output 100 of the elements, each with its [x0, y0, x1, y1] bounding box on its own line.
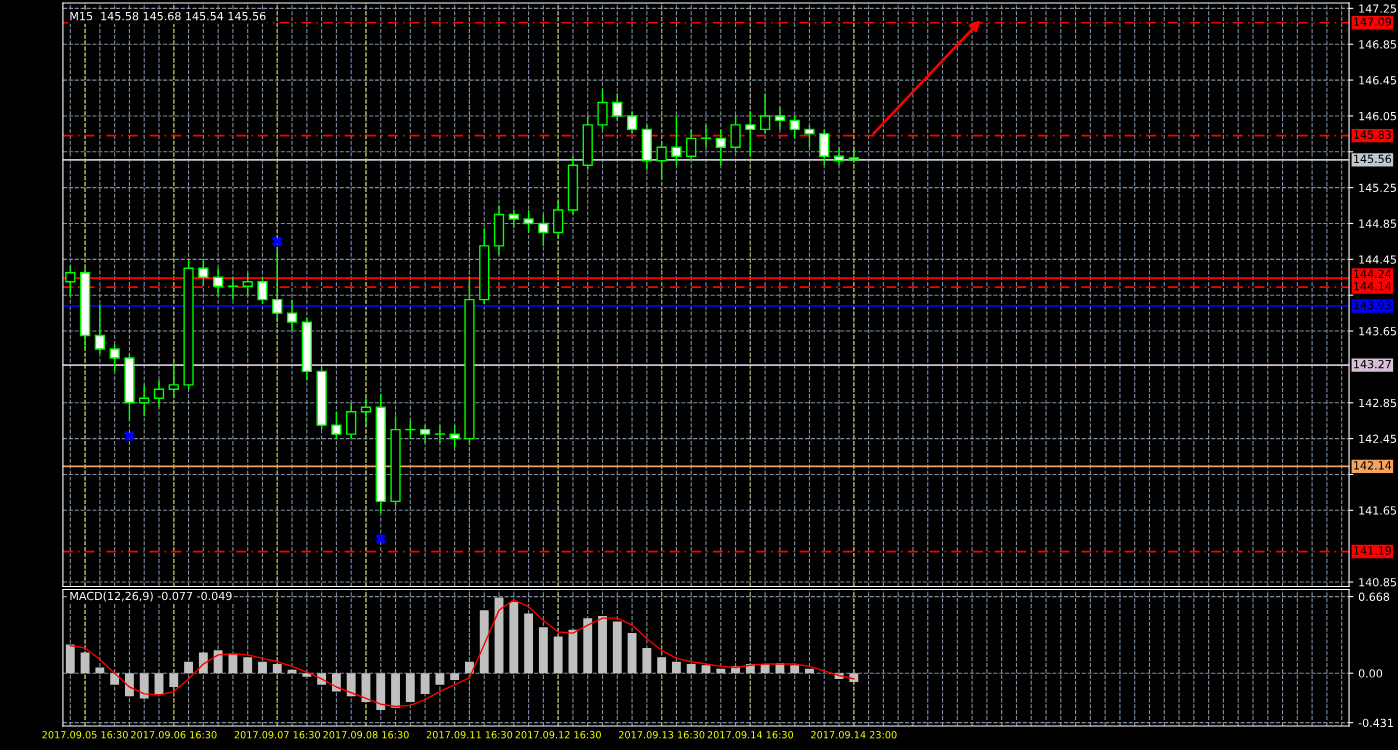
candlestick	[523, 209, 534, 234]
bar	[405, 673, 415, 702]
bar	[169, 673, 179, 687]
ref-line-label: 145.56	[1354, 154, 1392, 164]
candlestick	[65, 264, 76, 296]
candlestick	[419, 424, 431, 444]
y-tick-label: 0.00	[1358, 669, 1383, 678]
bar	[272, 664, 282, 674]
x-tick-label: 2017.09.14 16:30	[707, 731, 794, 739]
y-tick-label: 146.85	[1359, 40, 1397, 49]
bar	[331, 673, 341, 692]
bar	[198, 652, 208, 674]
candlestick	[198, 258, 209, 287]
y-tick-label: 144.85	[1359, 219, 1397, 228]
candlestick	[730, 115, 741, 153]
x-tick-label: 2017.09.12 16:30	[515, 731, 601, 739]
chart-title: MACD(12,26,9) -0.077 -0.049	[70, 591, 232, 602]
ref-line-label: 141.19	[1354, 546, 1392, 555]
x-tick-label: 2017.09.08 16:30	[323, 731, 409, 739]
bar	[686, 664, 696, 674]
ref-line-label: 145.83	[1354, 130, 1391, 139]
candlestick	[168, 361, 179, 399]
y-tick-label: 143.65	[1359, 327, 1397, 336]
bar	[642, 648, 652, 674]
candlestick	[819, 128, 830, 166]
candlestick	[286, 298, 298, 332]
bar	[598, 615, 607, 674]
bar	[524, 613, 534, 674]
bar	[391, 673, 400, 708]
bar	[612, 621, 622, 674]
bar	[479, 610, 489, 674]
candlestick	[759, 92, 771, 135]
candlestick	[331, 411, 342, 440]
bar	[583, 618, 593, 674]
bar	[213, 650, 223, 674]
candlestick	[272, 249, 283, 323]
ref-line-label: 143.27	[1354, 359, 1391, 369]
bar	[538, 627, 548, 674]
x-tick-label: 2017.09.06 16:30	[131, 731, 217, 739]
bar	[80, 652, 90, 674]
y-tick-label: 142.45	[1359, 434, 1397, 443]
bar	[790, 665, 800, 674]
candlestick	[656, 142, 667, 180]
candlestick	[434, 424, 446, 444]
bar	[671, 661, 681, 674]
bar	[125, 673, 134, 697]
point	[124, 430, 135, 442]
bar	[420, 673, 430, 694]
y-tick-label: 146.45	[1359, 76, 1397, 85]
bar	[376, 673, 386, 710]
candlestick	[597, 88, 608, 131]
candlestick	[449, 424, 460, 449]
y-tick-label: 141.65	[1359, 506, 1397, 515]
candlestick	[346, 402, 357, 440]
ref-line-label: 142.14	[1354, 461, 1392, 470]
candlestick	[626, 110, 638, 135]
y-tick-label: 0.668	[1358, 592, 1390, 601]
candlestick	[671, 115, 682, 166]
x-tick-label: 2017.09.11 16:30	[426, 731, 513, 739]
text: M15 145.58 145.68 145.54 145.56	[70, 11, 266, 21]
bar	[450, 673, 460, 681]
candlestick	[227, 276, 239, 301]
x-tick-label: 2017.09.13 16:30	[618, 731, 705, 739]
bar	[346, 673, 356, 697]
bar	[110, 673, 120, 685]
candlestick	[538, 213, 549, 247]
bar	[243, 657, 253, 674]
candlestick	[553, 200, 564, 238]
y-tick-label: 140.85	[1359, 577, 1397, 587]
candlestick	[715, 128, 726, 166]
candlestick	[213, 267, 224, 296]
bar	[627, 633, 637, 674]
x-tick-label: 2017.09.05 16:30	[42, 731, 128, 739]
y-tick-label: 147.25	[1359, 4, 1397, 13]
point	[271, 236, 283, 247]
y-tick-label: 142.85	[1359, 398, 1397, 408]
candlestick	[686, 128, 697, 162]
bar	[553, 636, 563, 674]
point	[375, 533, 387, 545]
candlestick	[804, 124, 815, 149]
candlestick	[153, 379, 165, 408]
y-tick-label: 146.05	[1359, 111, 1397, 121]
x-tick-label: 2017.09.14 23:00	[811, 731, 897, 739]
candlestick	[94, 303, 105, 355]
bar	[154, 673, 164, 694]
candlestick	[789, 115, 800, 140]
candlestick	[848, 148, 859, 163]
ref-line-label: 147.09	[1354, 17, 1392, 26]
ref-line-label: 144.14	[1354, 282, 1392, 291]
bar	[258, 661, 267, 674]
bar	[228, 653, 238, 674]
candlestick	[612, 92, 623, 122]
bar	[435, 673, 445, 685]
bar	[701, 665, 711, 674]
bar	[65, 644, 75, 674]
ref-line-label: 144.24	[1354, 269, 1392, 278]
bar	[184, 661, 193, 674]
ref-line-label: 143.93	[1354, 300, 1391, 310]
candlestick	[242, 272, 253, 296]
candlestick	[745, 110, 756, 157]
